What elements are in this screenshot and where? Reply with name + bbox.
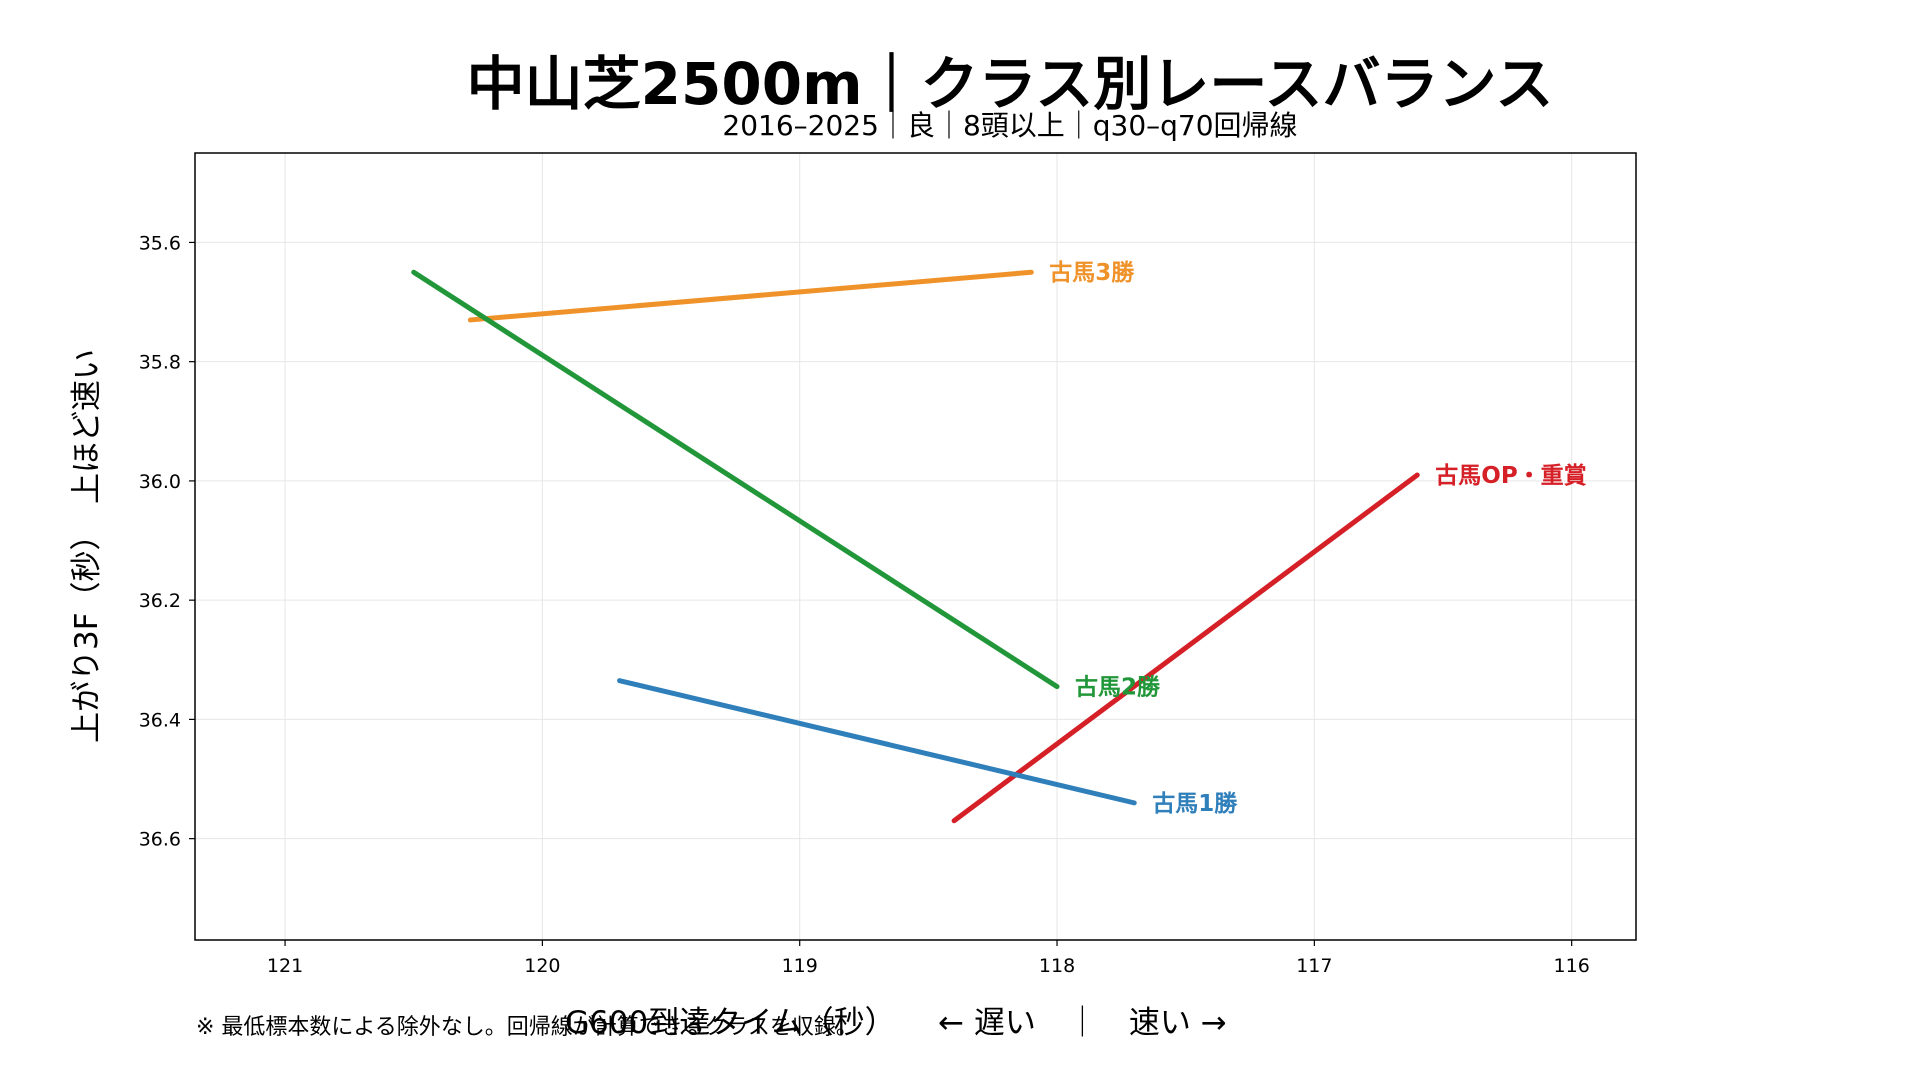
y-tick-label: 36.6 [139,829,181,851]
x-tick-label: 118 [1039,955,1075,977]
y-tick-label: 36.0 [139,471,181,493]
x-tick-label: 117 [1296,955,1332,977]
series-line [951,472,1420,824]
footnote: ※ 最低標本数による除外なし。回帰線が計算できるクラスを収録。 [196,1015,858,1040]
series-lines [411,269,1420,824]
axis-ticks: 121 120 119 118 117 116 35.6 35.8 36.0 36.2 36.4 36… [139,232,1590,977]
chart-subtitle: 2016–2025｜良｜8頭以上｜q30–q70回帰線 [722,109,1297,142]
series-label: 古馬3勝 [1049,259,1135,286]
x-axis-direction: ← 遅い ｜ 速い → [938,1005,1227,1041]
series-label: 古馬2勝 [1075,674,1161,701]
y-tick-label: 35.6 [139,232,181,254]
y-tick-label: 36.2 [139,590,181,612]
series-line [467,269,1034,323]
x-tick-label: 120 [524,955,560,977]
y-tick-label: 36.4 [139,709,181,731]
y-tick-label: 35.8 [139,352,181,374]
series-line [617,678,1137,806]
y-axis-label: 上がり3F（秒） 上ほど速い [69,349,105,743]
plot-frame [194,152,1637,941]
series-label: 古馬OP・重賞 [1435,462,1586,489]
x-tick-label: 119 [782,955,818,977]
series-line [411,269,1060,690]
x-tick-label: 121 [267,955,303,977]
x-tick-label: 116 [1554,955,1590,977]
grid [195,153,1636,940]
chart-title: 中山芝2500m｜クラス別レースバランス [467,50,1554,118]
series-label: 古馬1勝 [1152,790,1238,817]
x-axis-label: G600到達タイム（秒） [565,1005,896,1041]
